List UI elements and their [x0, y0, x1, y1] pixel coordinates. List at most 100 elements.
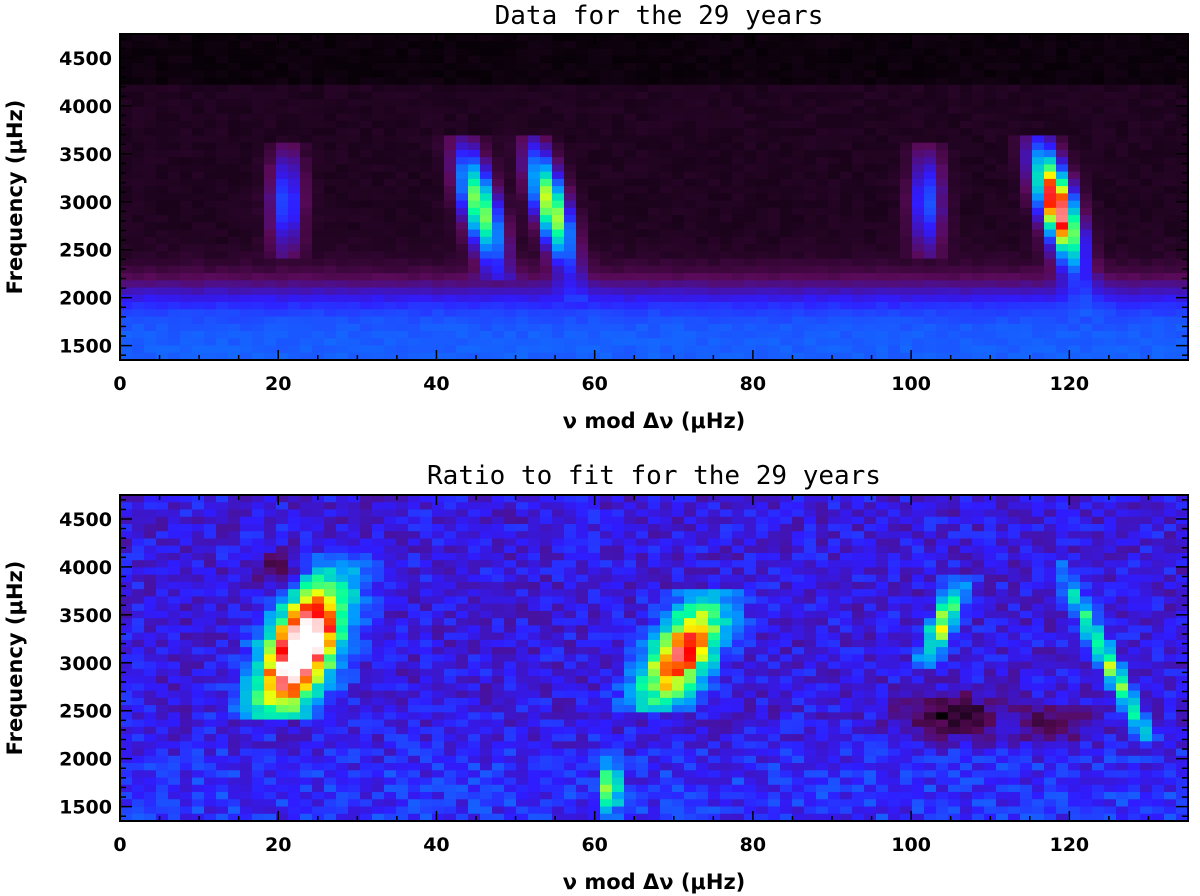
- heatmap-cell: [816, 157, 829, 165]
- heatmap-cell: [564, 560, 577, 569]
- heatmap-cell: [408, 171, 421, 180]
- heatmap-cell: [804, 545, 817, 554]
- heatmap-cell: [360, 236, 373, 245]
- heatmap-cell: [996, 302, 1009, 310]
- heatmap-cell: [732, 265, 745, 274]
- heatmap-cell: [564, 70, 577, 79]
- heatmap-cell: [936, 229, 949, 238]
- heatmap-cell: [732, 200, 745, 209]
- heatmap-cell: [780, 523, 793, 532]
- heatmap-cell: [912, 316, 925, 325]
- heatmap-cell: [408, 244, 421, 252]
- heatmap-cell: [900, 552, 913, 561]
- heatmap-cell: [156, 34, 169, 42]
- heatmap-cell: [324, 287, 337, 296]
- heatmap-cell: [660, 258, 673, 267]
- heatmap-cell: [276, 244, 289, 252]
- heatmap-cell: [1008, 91, 1021, 100]
- heatmap-cell: [1116, 502, 1129, 511]
- heatmap-cell: [216, 302, 229, 310]
- heatmap-cell: [156, 560, 169, 569]
- heatmap-cell: [768, 309, 781, 318]
- heatmap-cell: [648, 338, 661, 347]
- heatmap-cell: [1068, 193, 1081, 202]
- heatmap-cell: [924, 229, 937, 238]
- heatmap-cell: [168, 338, 181, 347]
- heatmap-cell: [576, 222, 589, 231]
- heatmap-cell: [1008, 352, 1021, 361]
- heatmap-cell: [828, 70, 841, 79]
- heatmap-cell: [888, 302, 901, 310]
- heatmap-cell: [852, 552, 865, 561]
- heatmap-cell: [1008, 207, 1021, 216]
- heatmap-cell: [648, 545, 661, 554]
- heatmap-cell: [276, 222, 289, 231]
- heatmap-cell: [1032, 502, 1045, 511]
- heatmap-cell: [936, 258, 949, 267]
- heatmap-cell: [984, 128, 997, 137]
- heatmap-cell: [336, 244, 349, 252]
- heatmap-cell: [876, 265, 889, 274]
- heatmap-cell: [768, 236, 781, 245]
- heatmap-cell: [792, 48, 805, 57]
- heatmap-cell: [360, 560, 373, 569]
- heatmap-cell: [672, 171, 685, 180]
- heatmap-cell: [684, 251, 697, 260]
- heatmap-cell: [696, 193, 709, 202]
- heatmap-cell: [492, 62, 505, 71]
- heatmap-cell: [312, 135, 325, 144]
- heatmap-cell: [744, 215, 757, 223]
- heatmap-cell: [1128, 502, 1141, 511]
- heatmap-cell: [960, 34, 973, 42]
- heatmap-cell: [360, 302, 373, 310]
- heatmap-cell: [624, 229, 637, 238]
- heatmap-cell: [372, 113, 385, 122]
- heatmap-cell: [732, 331, 745, 339]
- heatmap-cell: [1044, 251, 1057, 260]
- heatmap-cell: [240, 229, 253, 238]
- heatmap-cell: [552, 302, 565, 310]
- heatmap-cell: [336, 251, 349, 260]
- heatmap-cell: [240, 265, 253, 274]
- heatmap-cell: [204, 560, 217, 569]
- heatmap-cell: [312, 215, 325, 223]
- heatmap-cell: [972, 545, 985, 554]
- heatmap-cell: [888, 120, 901, 129]
- heatmap-cell: [336, 70, 349, 79]
- heatmap-cell: [396, 207, 409, 216]
- heatmap-cell: [264, 142, 277, 151]
- heatmap-cell: [1152, 545, 1165, 554]
- heatmap-cell: [768, 251, 781, 260]
- heatmap-cell: [504, 55, 517, 64]
- heatmap-cell: [948, 287, 961, 296]
- heatmap-cell: [720, 331, 733, 339]
- heatmap-cell: [264, 495, 277, 503]
- heatmap-cell: [624, 84, 637, 93]
- heatmap-cell: [180, 106, 193, 115]
- heatmap-cell: [1032, 338, 1045, 347]
- heatmap-cell: [300, 128, 313, 137]
- heatmap-cell: [384, 331, 397, 339]
- heatmap-cell: [612, 207, 625, 216]
- heatmap-cell: [660, 128, 673, 137]
- heatmap-cell: [876, 149, 889, 158]
- heatmap-cell: [300, 302, 313, 310]
- heatmap-cell: [708, 207, 721, 216]
- heatmap-cell: [624, 99, 637, 108]
- heatmap-cell: [264, 229, 277, 238]
- heatmap-cell: [456, 545, 469, 554]
- heatmap-cell: [276, 331, 289, 339]
- heatmap-cell: [816, 70, 829, 79]
- heatmap-cell: [864, 287, 877, 296]
- heatmap-cell: [336, 91, 349, 100]
- heatmap-cell: [132, 251, 145, 260]
- heatmap-cell: [336, 516, 349, 525]
- heatmap-cell: [744, 142, 757, 151]
- heatmap-cell: [468, 516, 481, 525]
- heatmap-cell: [828, 222, 841, 231]
- heatmap-cell: [420, 142, 433, 151]
- heatmap-cell: [600, 193, 613, 202]
- heatmap-cell: [360, 523, 373, 532]
- heatmap-cell: [804, 502, 817, 511]
- heatmap-cell: [660, 251, 673, 260]
